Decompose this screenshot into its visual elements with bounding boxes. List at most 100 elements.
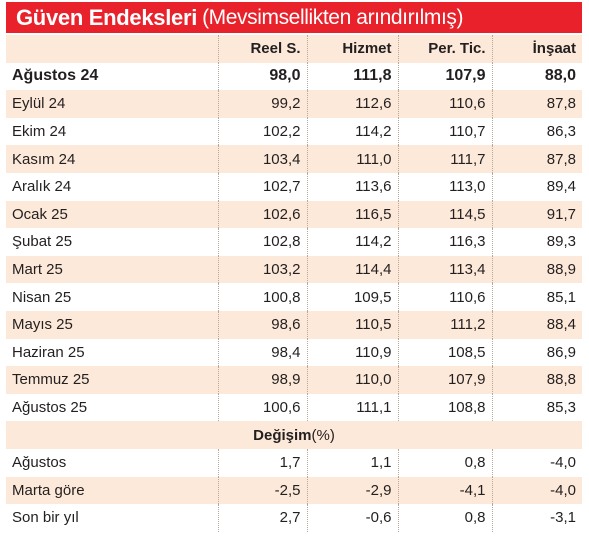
value-cell: 113,0	[397, 172, 492, 201]
value-cell: 98,0	[217, 62, 307, 91]
value-cell: -2,9	[306, 476, 398, 505]
row-label: Ağustos	[12, 454, 67, 472]
row-label: Mart 25	[12, 261, 63, 279]
row-label: Marta göre	[12, 481, 85, 499]
row-label: Ağustos 25	[12, 399, 88, 417]
value-cell: 102,2	[217, 117, 307, 146]
value-cell: 112,6	[306, 90, 398, 118]
table-row: Eylül 24 99,2 112,6 110,6 87,8	[6, 90, 582, 118]
value-cell: 86,3	[491, 117, 582, 146]
header-cell-blank	[6, 35, 218, 63]
value-cell: 89,4	[491, 172, 582, 201]
value-cell: 102,7	[217, 172, 307, 201]
value-cell: 114,2	[306, 117, 398, 146]
row-label: Haziran 25	[12, 343, 85, 361]
value-cell: 100,6	[217, 393, 307, 422]
value-cell: 108,5	[397, 338, 492, 367]
value-cell: 111,8	[306, 62, 398, 91]
value-cell: 111,2	[397, 310, 492, 339]
value-cell: 110,0	[306, 366, 398, 394]
row-label: Ağustos 24	[12, 67, 99, 85]
row-label: Nisan 25	[12, 288, 72, 306]
row-label: Eylül 24	[12, 95, 66, 113]
row-label: Ocak 25	[12, 205, 68, 223]
value-cell: -4,0	[491, 476, 582, 505]
table-title: Güven Endeksleri	[16, 4, 198, 30]
change-row: Ağustos 1,7 1,1 0,8 -4,0	[6, 448, 582, 477]
value-cell: 99,2	[217, 90, 307, 118]
row-label: Mayıs 25	[12, 316, 73, 334]
value-cell: -0,6	[306, 504, 398, 532]
column-header: Hizmet	[306, 35, 398, 63]
change-row: Marta göre -2,5 -2,9 -4,1 -4,0	[6, 476, 582, 505]
column-header: Reel S.	[217, 35, 307, 63]
value-cell: 2,7	[217, 504, 307, 532]
value-cell: 109,5	[306, 283, 398, 311]
value-cell: -3,1	[491, 504, 582, 532]
value-cell: 103,2	[217, 255, 307, 284]
table-row: Ağustos 25 100,6 111,1 108,8 85,3	[6, 393, 582, 422]
value-cell: 88,8	[491, 366, 582, 394]
table-row: Ekim 24 102,2 114,2 110,7 86,3	[6, 117, 582, 146]
table-row: Nisan 25 100,8 109,5 110,6 85,1	[6, 283, 582, 311]
value-cell: 103,4	[217, 145, 307, 173]
value-cell: 116,3	[397, 228, 492, 256]
change-header-cell: Değişim(%)	[6, 421, 582, 449]
value-cell: -2,5	[217, 476, 307, 505]
table-row: Mart 25 103,2 114,4 113,4 88,9	[6, 255, 582, 284]
column-header: İnşaat	[491, 35, 582, 63]
table-row: Temmuz 25 98,9 110,0 107,9 88,8	[6, 366, 582, 394]
table-row: Haziran 25 98,4 110,9 108,5 86,9	[6, 338, 582, 367]
table-subtitle: (Mevsimsellikten arındırılmış)	[202, 5, 464, 29]
value-cell: 110,7	[397, 117, 492, 146]
value-cell: -4,0	[491, 448, 582, 477]
row-label: Temmuz 25	[12, 371, 90, 389]
table-title-bar: Güven Endeksleri (Mevsimsellikten arındı…	[6, 2, 582, 33]
column-header: Per. Tic.	[397, 35, 492, 63]
value-cell: 88,4	[491, 310, 582, 339]
value-cell: 110,6	[397, 283, 492, 311]
value-cell: 114,4	[306, 255, 398, 284]
value-cell: 85,3	[491, 393, 582, 422]
value-cell: 113,6	[306, 172, 398, 201]
table-row: Kasım 24 103,4 111,0 111,7 87,8	[6, 145, 582, 173]
value-cell: 89,3	[491, 228, 582, 256]
table-row: Şubat 25 102,8 114,2 116,3 89,3	[6, 228, 582, 256]
row-label: Kasım 24	[12, 150, 76, 168]
value-cell: 100,8	[217, 283, 307, 311]
value-cell: -4,1	[397, 476, 492, 505]
value-cell: 102,6	[217, 200, 307, 229]
value-cell: 107,9	[397, 62, 492, 91]
value-cell: 0,8	[397, 448, 492, 477]
row-label: Aralık 24	[12, 178, 72, 196]
value-cell: 88,9	[491, 255, 582, 284]
value-cell: 110,5	[306, 310, 398, 339]
change-header-label: Değişim	[253, 426, 312, 444]
value-cell: 108,8	[397, 393, 492, 422]
table-row: Mayıs 25 98,6 110,5 111,2 88,4	[6, 310, 582, 339]
value-cell: 85,1	[491, 283, 582, 311]
row-label: Son bir yıl	[12, 509, 79, 527]
value-cell: 86,9	[491, 338, 582, 367]
value-cell: 102,8	[217, 228, 307, 256]
value-cell: 91,7	[491, 200, 582, 229]
row-label: Ekim 24	[12, 123, 67, 141]
value-cell: 111,7	[397, 145, 492, 173]
change-header-unit: (%)	[311, 426, 335, 444]
value-cell: 114,2	[306, 228, 398, 256]
value-cell: 107,9	[397, 366, 492, 394]
value-cell: 0,8	[397, 504, 492, 532]
table-row: Aralık 24 102,7 113,6 113,0 89,4	[6, 172, 582, 201]
value-cell: 110,6	[397, 90, 492, 118]
value-cell: 87,8	[491, 90, 582, 118]
value-cell: 111,1	[306, 393, 398, 422]
value-cell: 1,7	[217, 448, 307, 477]
value-cell: 98,4	[217, 338, 307, 367]
change-header-row: Değişim(%)	[6, 421, 582, 449]
table-header-row: Reel S. Hizmet Per. Tic. İnşaat	[6, 35, 582, 63]
value-cell: 113,4	[397, 255, 492, 284]
value-cell: 114,5	[397, 200, 492, 229]
value-cell: 111,0	[306, 145, 398, 173]
value-cell: 87,8	[491, 145, 582, 173]
